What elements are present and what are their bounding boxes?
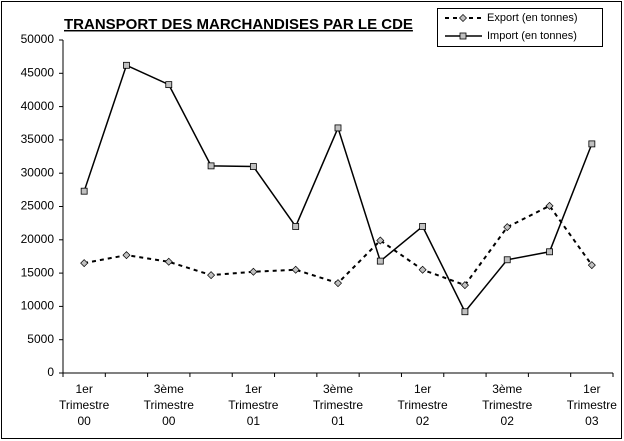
marker: [376, 236, 385, 245]
marker: [123, 61, 130, 69]
marker: [546, 248, 553, 256]
y-tick-label: 5000: [27, 332, 54, 346]
legend-box: [437, 8, 603, 47]
x-tick-label: 1er Trimestre 00: [59, 382, 110, 428]
marker: [80, 187, 88, 195]
y-tick-label: 20000: [21, 232, 55, 246]
x-tick-label: 3ème Trimestre 01: [312, 382, 364, 428]
y-tick-label: 15000: [21, 265, 55, 279]
marker: [164, 257, 173, 266]
y-tick-label: 40000: [21, 99, 55, 113]
chart-title: TRANSPORT DES MARCHANDISES PAR LE CDE: [64, 16, 413, 33]
y-tick-label: 0: [47, 365, 54, 379]
marker: [588, 140, 596, 148]
marker: [122, 251, 131, 260]
x-tick-label: 1er Trimestre 02: [397, 382, 448, 428]
marker: [587, 261, 596, 270]
marker: [461, 308, 469, 316]
y-tick-label: 50000: [21, 32, 55, 46]
y-tick-label: 45000: [21, 65, 55, 79]
marker: [291, 265, 300, 274]
marker: [249, 163, 257, 170]
y-tick-label: 30000: [21, 165, 55, 179]
marker: [545, 201, 554, 210]
legend-marker: [459, 32, 467, 40]
y-tick-label: 25000: [21, 199, 55, 213]
x-tick-label: 1er Trimestre 03: [566, 382, 617, 428]
marker: [419, 223, 427, 230]
marker: [418, 265, 427, 274]
marker: [334, 279, 342, 288]
marker: [165, 81, 173, 89]
marker: [80, 259, 89, 268]
marker: [503, 256, 511, 264]
marker: [207, 271, 216, 280]
x-tick-label: 3ème Trimestre 02: [482, 382, 533, 428]
marker: [376, 257, 384, 265]
marker: [503, 223, 512, 232]
marker: [249, 267, 258, 276]
x-tick-label: 1er Trimestre 01: [228, 382, 279, 428]
y-tick-label: 35000: [21, 132, 55, 146]
legend-marker: [459, 14, 467, 22]
x-tick-label: 3ème Trimestre 00: [143, 382, 194, 428]
marker: [292, 223, 300, 230]
legend-label: Export (en tonnes): [487, 12, 578, 24]
marker: [334, 124, 342, 132]
legend-label: Import (en tonnes): [487, 30, 577, 42]
marker: [207, 162, 215, 170]
marker: [460, 281, 469, 290]
y-tick-label: 10000: [21, 299, 55, 313]
